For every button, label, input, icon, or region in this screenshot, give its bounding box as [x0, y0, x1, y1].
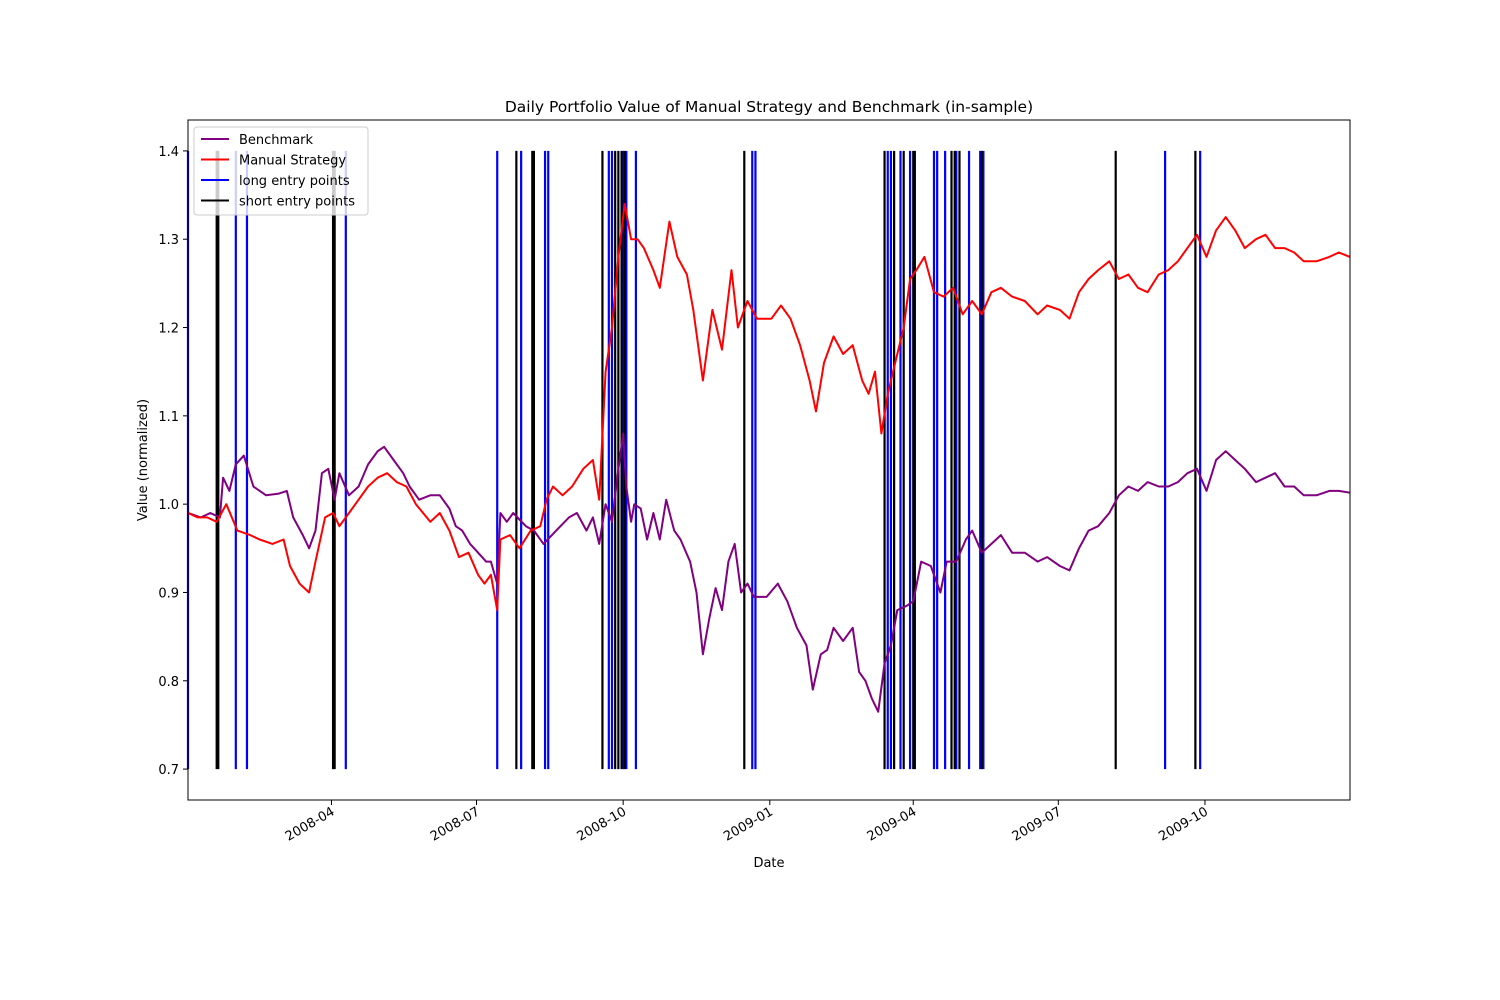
y-tick-label: 0.7	[158, 763, 179, 778]
series-line-benchmark	[187, 432, 1351, 713]
legend-box	[193, 126, 369, 216]
y-tick-label: 0.9	[158, 586, 179, 601]
plot-area-frame	[187, 119, 1351, 801]
y-axis-title: Value (normalized)	[136, 399, 151, 521]
y-tick-label: 1.0	[158, 498, 179, 513]
x-axis-title: Date	[753, 856, 784, 871]
y-tick-label: 1.2	[158, 322, 179, 337]
legend-label-benchmark: Benchmark	[239, 133, 314, 148]
legend: Benchmark Manual Strategy long entry poi…	[193, 126, 369, 216]
entry-lines-group	[186, 150, 1202, 770]
legend-label-long-entry: long entry points	[239, 174, 350, 189]
y-axis: 0.7 0.8 0.9 1.0 1.1 1.2 1.3 1.4	[158, 145, 188, 778]
series-lines-group	[187, 202, 1351, 713]
y-tick-label: 1.4	[158, 145, 179, 160]
y-tick-label: 0.8	[158, 675, 179, 690]
chart-title: Daily Portfolio Value of Manual Strategy…	[505, 98, 1033, 116]
y-tick-label: 1.3	[158, 233, 179, 248]
series-line-manual-strategy	[187, 202, 1351, 612]
legend-label-manual-strategy: Manual Strategy	[239, 154, 346, 169]
legend-label-short-entry: short entry points	[239, 195, 355, 210]
y-tick-label: 1.1	[158, 410, 179, 425]
